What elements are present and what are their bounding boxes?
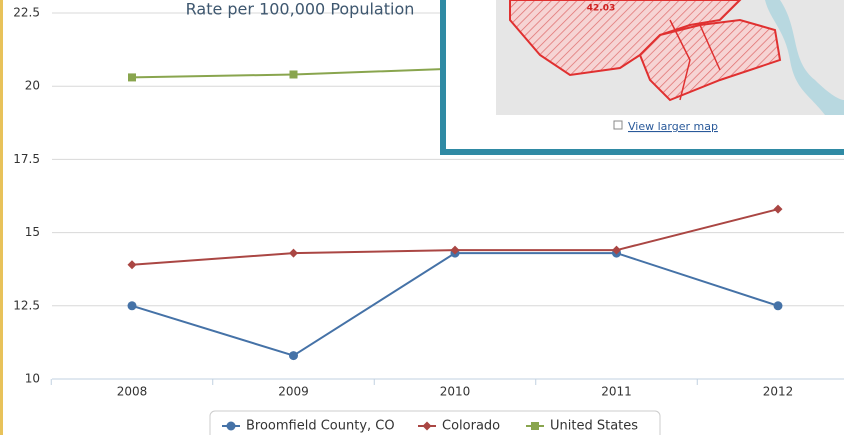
marker [128,73,136,81]
region-label: 42.03 [587,4,615,14]
x-tick-label: 2008 [117,385,148,399]
y-tick-label: 12.5 [13,298,40,312]
map-link[interactable]: View larger map [628,120,718,133]
marker [128,301,137,310]
marker [774,301,783,310]
chart-subtitle: Rate per 100,000 Population [186,0,415,19]
y-tick-label: 15 [25,225,40,239]
page: {"chart_data": {"type": "line", "subtitl… [0,0,844,435]
legend-label: Broomfield County, CO [246,419,395,434]
legend-label: Colorado [442,419,500,434]
x-tick-label: 2009 [278,385,309,399]
y-tick-label: 22.5 [13,6,40,20]
series-line [132,253,778,355]
marker [290,70,298,78]
legend-item[interactable]: Broomfield County, CO [222,419,395,434]
chart: 10 12.5 15 17.5 20 22.5 2008 2009 2010 2011 2012 R… [0,0,844,435]
marker [289,351,298,360]
marker [289,249,298,258]
x-tick-label: 2011 [601,385,632,399]
y-tick-label: 10 [25,372,40,386]
marker [128,260,137,269]
x-tick-label: 2010 [440,385,471,399]
x-tick-label: 2012 [763,385,794,399]
legend-label: United States [550,419,638,434]
marker [227,422,236,431]
marker [774,205,783,214]
marker [531,422,539,430]
y-tick-label: 17.5 [13,152,40,166]
y-tick-label: 20 [25,79,40,93]
map-overlay: 42.03 View larger map [443,0,844,152]
page-edge [0,0,3,435]
